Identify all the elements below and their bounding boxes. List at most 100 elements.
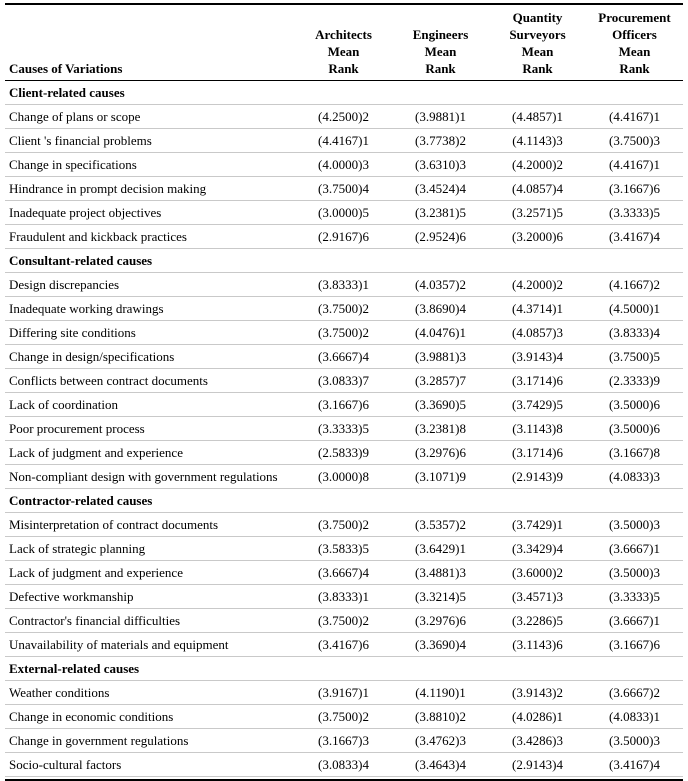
column-header-line: Procurement [598,10,671,25]
table-row: Differing site conditions (3.7500)2 (4.047… [5,320,683,345]
cause-cell: Change in specifications [5,152,295,177]
mean-rank-cell-architects: (3.8333)1 [295,272,392,297]
mean-rank-cell-quantity-surveyors: (4.0857)3 [489,320,586,345]
mean-rank-cell-quantity-surveyors: (3.2000)6 [489,224,586,249]
table-row: Inadequate project objectives (3.0000)5 (3… [5,200,683,225]
mean-rank-cell-quantity-surveyors: (3.2571)5 [489,200,586,225]
mean-rank-cell-procurement-officers: (4.4167)1 [586,152,683,177]
mean-rank-cell-procurement-officers: (3.5000)3 [586,728,683,753]
mean-rank-cell-architects: (4.0000)3 [295,152,392,177]
cause-cell: Hindrance in prompt decision making [5,176,295,201]
mean-rank-cell-quantity-surveyors: (3.9143)4 [489,344,586,369]
cause-cell: Fraudulent and kickback practices [5,224,295,249]
mean-rank-cell-procurement-officers: (3.7500)3 [586,128,683,153]
column-header-line: Surveyors [509,27,566,42]
table-row: Socio-cultural factors (3.0833)4 (3.4643)4… [5,752,683,777]
section-title: Contractor-related causes [5,488,683,513]
table-row: Lack of judgment and experience (3.6667)4… [5,560,683,585]
mean-rank-cell-engineers: (3.4881)3 [392,560,489,585]
cause-cell: Lack of coordination [5,392,295,417]
mean-rank-cell-engineers: (3.4643)4 [392,752,489,777]
cause-cell: Weather conditions [5,680,295,705]
section-row: External-related causes [5,656,683,681]
cause-cell: Change in economic conditions [5,704,295,729]
mean-rank-cell-quantity-surveyors: (2.9143)4 [489,752,586,777]
mean-rank-cell-quantity-surveyors: (4.0286)1 [489,704,586,729]
mean-rank-cell-engineers: (3.4762)3 [392,728,489,753]
mean-rank-cell-engineers: (3.9881)1 [392,104,489,129]
mean-rank-cell-procurement-officers: (3.1667)6 [586,176,683,201]
mean-rank-cell-quantity-surveyors: (3.1143)6 [489,632,586,657]
cause-cell: Contractor's financial difficulties [5,608,295,633]
mean-rank-cell-engineers: (3.9881)3 [392,344,489,369]
mean-rank-cell-engineers: (3.4524)4 [392,176,489,201]
mean-rank-cell-quantity-surveyors: (3.7429)1 [489,512,586,537]
mean-rank-cell-procurement-officers: (3.3333)5 [586,584,683,609]
column-header-line: Rank [328,61,359,76]
table-header: Causes of Variations Architects Mean Rank En… [5,4,683,81]
mean-rank-cell-procurement-officers: (3.5000)3 [586,512,683,537]
cause-cell: Inadequate project objectives [5,200,295,225]
causes-of-variations-table: Causes of Variations Architects Mean Rank En… [5,3,683,777]
mean-rank-cell-architects: (2.9167)6 [295,224,392,249]
cause-cell: Client 's financial problems [5,128,295,153]
cause-cell: Defective workmanship [5,584,295,609]
mean-rank-cell-procurement-officers: (3.5000)3 [586,560,683,585]
cause-cell: Poor procurement process [5,416,295,441]
table-row: Change in economic conditions (3.7500)2 (3… [5,704,683,729]
mean-rank-cell-procurement-officers: (3.6667)1 [586,608,683,633]
mean-rank-cell-engineers: (4.0357)2 [392,272,489,297]
cause-cell: Lack of judgment and experience [5,560,295,585]
cause-cell: Design discrepancies [5,272,295,297]
cause-cell: Conflicts between contract documents [5,368,295,393]
column-header-line: Quantity [512,10,563,25]
column-header-line: Engineers [412,27,469,42]
mean-rank-cell-procurement-officers: (3.4167)4 [586,752,683,777]
mean-rank-cell-engineers: (2.9524)6 [392,224,489,249]
table-row: Hindrance in prompt decision making (3.75… [5,176,683,201]
cause-cell: Lack of judgment and experience [5,440,295,465]
mean-rank-cell-procurement-officers: (3.5000)6 [586,416,683,441]
mean-rank-cell-architects: (3.0000)8 [295,464,392,489]
table-row: Lack of strategic planning (3.5833)5 (3.64… [5,536,683,561]
table-row: Lack of coordination (3.1667)6 (3.3690)5 (3… [5,392,683,417]
table-row: Design discrepancies (3.8333)1 (4.0357)2 (4… [5,272,683,297]
mean-rank-cell-procurement-officers: (3.1667)8 [586,440,683,465]
mean-rank-cell-architects: (3.7500)2 [295,512,392,537]
table-row: Misinterpretation of contract documents(… [5,512,683,537]
mean-rank-cell-procurement-officers: (3.1667)6 [586,632,683,657]
cause-cell: Change in design/specifications [5,344,295,369]
table-row: Unavailability of materials and equipmen… [5,632,683,657]
mean-rank-cell-architects: (3.9167)1 [295,680,392,705]
cause-cell: Misinterpretation of contract documents [5,512,295,537]
cause-cell: Lack of strategic planning [5,536,295,561]
mean-rank-cell-engineers: (3.3214)5 [392,584,489,609]
mean-rank-cell-architects: (3.4167)6 [295,632,392,657]
mean-rank-cell-architects: (3.7500)2 [295,704,392,729]
table-row: Change in specifications (4.0000)3 (3.6310… [5,152,683,177]
mean-rank-cell-quantity-surveyors: (4.4857)1 [489,104,586,129]
mean-rank-cell-procurement-officers: (3.3333)5 [586,200,683,225]
mean-rank-cell-quantity-surveyors: (4.2000)2 [489,272,586,297]
mean-rank-cell-architects: (3.1667)3 [295,728,392,753]
column-header-line: Rank [619,61,650,76]
mean-rank-cell-quantity-surveyors: (3.9143)2 [489,680,586,705]
mean-rank-cell-architects: (3.6667)4 [295,560,392,585]
cause-cell: Non-compliant design with government reg… [5,464,295,489]
mean-rank-cell-engineers: (3.6429)1 [392,536,489,561]
mean-rank-cell-quantity-surveyors: (4.2000)2 [489,152,586,177]
cause-cell: Change of plans or scope [5,104,295,129]
mean-rank-cell-architects: (3.1667)6 [295,392,392,417]
mean-rank-cell-architects: (3.8333)1 [295,584,392,609]
table-row: Client 's financial problems (4.4167)1 (3.… [5,128,683,153]
mean-rank-cell-engineers: (4.0476)1 [392,320,489,345]
column-header-architects: Architects Mean Rank [295,4,392,81]
mean-rank-cell-engineers: (3.3690)5 [392,392,489,417]
mean-rank-cell-architects: (3.7500)4 [295,176,392,201]
mean-rank-cell-engineers: (3.2381)5 [392,200,489,225]
mean-rank-cell-quantity-surveyors: (3.1143)8 [489,416,586,441]
mean-rank-cell-quantity-surveyors: (3.1714)6 [489,368,586,393]
cause-cell: Differing site conditions [5,320,295,345]
cause-cell: Inadequate working drawings [5,296,295,321]
